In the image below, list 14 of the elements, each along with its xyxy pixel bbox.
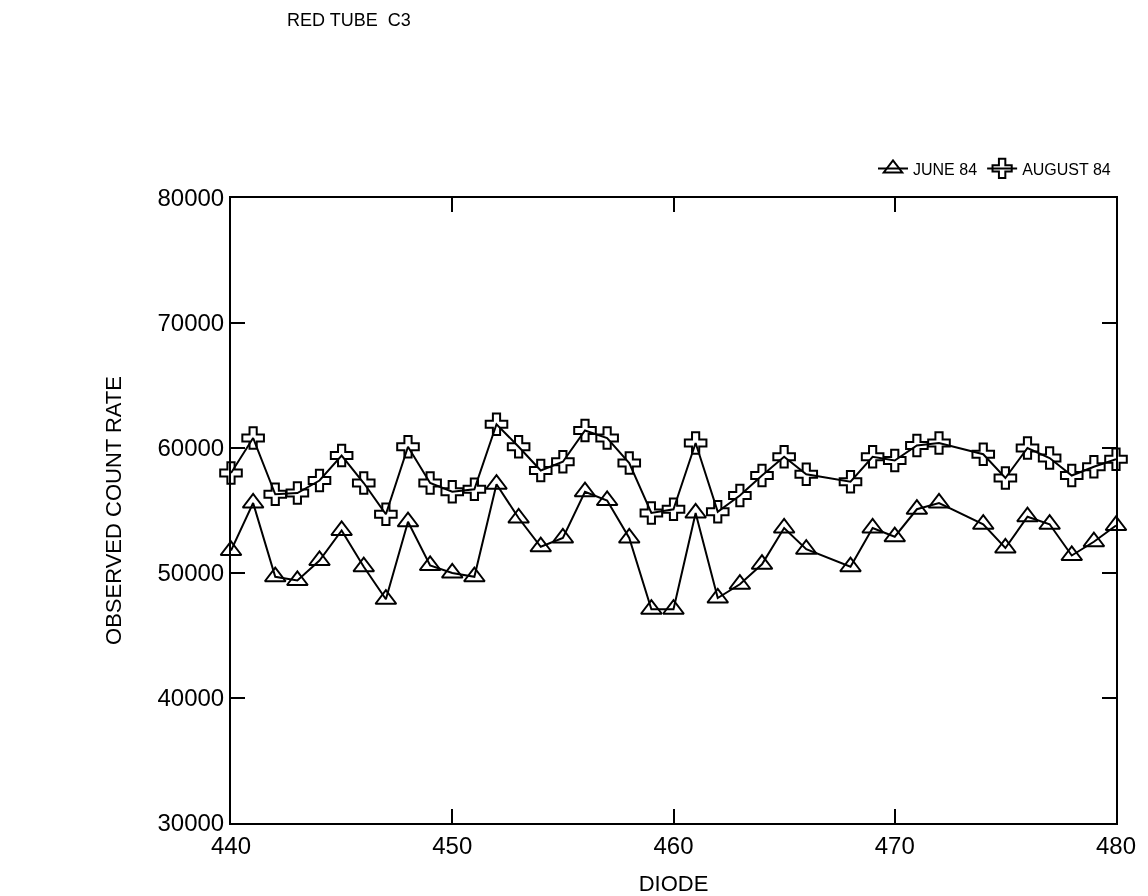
legend-label: JUNE 84 xyxy=(913,160,978,178)
y-tick-label: 50000 xyxy=(157,559,225,587)
y-tick-label: 40000 xyxy=(157,684,225,712)
y-tick-label: 60000 xyxy=(157,434,225,462)
y-axis-title: OBSERVED COUNT RATE xyxy=(100,376,126,645)
x-tick-label: 460 xyxy=(653,831,694,859)
chart-title: RED TUBE C3 xyxy=(287,10,411,31)
x-tick-label: 470 xyxy=(874,831,915,859)
x-tick-label: 480 xyxy=(1095,831,1137,859)
x-tick-label: 450 xyxy=(432,831,473,859)
y-tick-label: 70000 xyxy=(157,309,225,337)
x-axis-title: DIODE xyxy=(638,871,709,896)
y-tick-label: 80000 xyxy=(157,184,225,212)
legend-label: AUGUST 84 xyxy=(1022,160,1111,178)
